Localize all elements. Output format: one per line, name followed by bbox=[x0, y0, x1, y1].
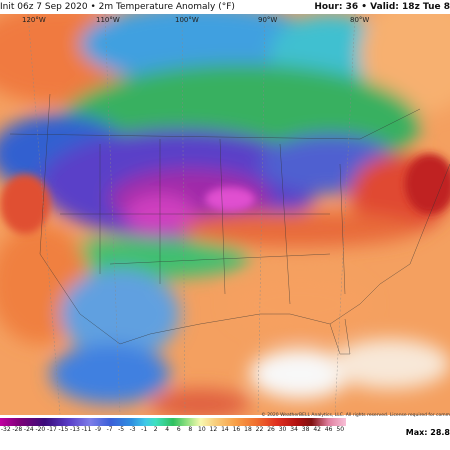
valid-time: Hour: 36 • Valid: 18z Tue 8 bbox=[314, 2, 450, 12]
color-bar-label: 12 bbox=[209, 426, 218, 433]
longitude-label: 90°W bbox=[258, 16, 277, 24]
color-bar-label: 4 bbox=[165, 426, 170, 433]
color-bar-label: 2 bbox=[153, 426, 158, 433]
map-title: Init 06z 7 Sep 2020 • 2m Temperature Ano… bbox=[0, 2, 235, 12]
color-bar-label: 46 bbox=[324, 426, 333, 433]
color-bar-label: 16 bbox=[232, 426, 241, 433]
color-bar bbox=[0, 418, 346, 426]
color-bar-label: -3 bbox=[129, 426, 136, 433]
color-bar-label: -28 bbox=[12, 426, 23, 433]
color-bar-label: 8 bbox=[188, 426, 193, 433]
color-bar-label: -32 bbox=[0, 426, 11, 433]
color-bar-label: 34 bbox=[290, 426, 298, 433]
longitude-label: 100°W bbox=[175, 16, 199, 24]
max-value: Max: 28.8 bbox=[405, 428, 450, 437]
color-bar-label: 50 bbox=[336, 426, 345, 433]
longitude-label: 110°W bbox=[96, 16, 120, 24]
color-bar-label: 6 bbox=[176, 426, 181, 433]
color-bar-label: 22 bbox=[255, 426, 264, 433]
color-bar-label: -17 bbox=[46, 426, 57, 433]
color-bar-label: 18 bbox=[244, 426, 252, 433]
color-bar-label: 26 bbox=[267, 426, 275, 433]
longitude-label: 80°W bbox=[350, 16, 369, 24]
longitude-label: 120°W bbox=[22, 16, 46, 24]
color-bar-label: -11 bbox=[81, 426, 92, 433]
color-bar-label: -13 bbox=[70, 426, 80, 433]
color-bar-label: -1 bbox=[141, 426, 148, 433]
color-bar-label: -15 bbox=[58, 426, 69, 433]
color-bar-label: -20 bbox=[35, 426, 46, 433]
color-bar-label: 14 bbox=[221, 426, 229, 433]
color-bar-label: 42 bbox=[313, 426, 321, 433]
color-bar-labels: -32 -28 -24 -20 -17 -15 -13 -11 -9 -7 -5 -3 -1 2 4 6 8 10… bbox=[0, 426, 346, 436]
color-bar-label: 30 bbox=[278, 426, 287, 433]
color-bar-label: 10 bbox=[198, 426, 206, 433]
color-bar-label: 38 bbox=[301, 426, 310, 433]
color-bar-label: -7 bbox=[106, 426, 113, 433]
map: 120°W 110°W 100°W 90°W 80°W bbox=[0, 14, 450, 415]
copyright: © 2020 WeatherBELL Analytics, LLC. All r… bbox=[261, 413, 450, 418]
color-bar-label: -5 bbox=[118, 426, 125, 433]
color-bar-label: -24 bbox=[23, 426, 34, 433]
color-bar-label: -9 bbox=[95, 426, 102, 433]
